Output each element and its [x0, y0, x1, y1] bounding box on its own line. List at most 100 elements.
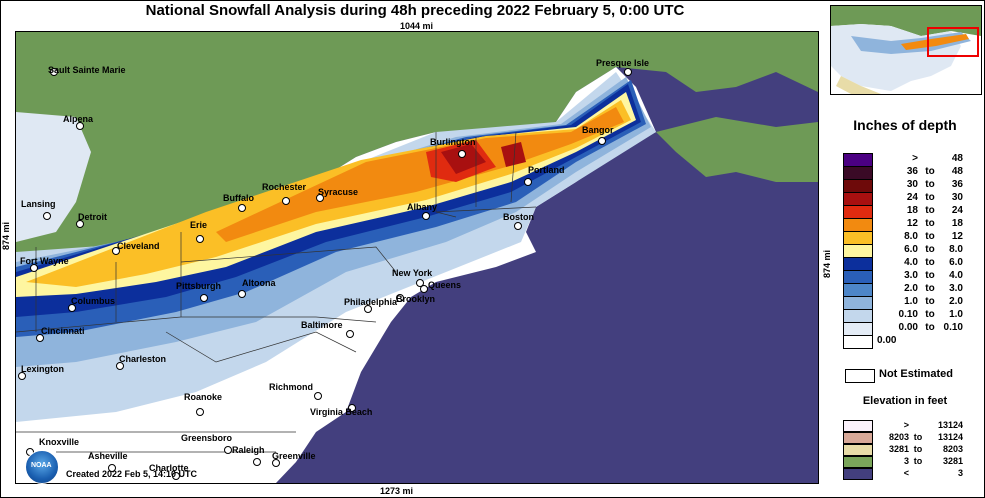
city-label: Baltimore — [301, 320, 343, 330]
city-dot — [50, 68, 58, 76]
city-label: Roanoke — [184, 392, 223, 402]
city-dot — [624, 68, 632, 76]
city-label: Pittsburgh — [176, 281, 221, 291]
legend-to-word: to — [925, 231, 935, 242]
city-label: Fort Wayne — [20, 256, 69, 266]
snow-12to18 — [216, 107, 624, 242]
legend-to: 8.0 — [949, 244, 963, 255]
city-dot — [196, 408, 204, 416]
city-dot — [224, 446, 232, 454]
city-dot — [112, 247, 120, 255]
elevation-to-word: to — [913, 432, 923, 442]
city-dot — [116, 362, 124, 370]
city-label: Knoxville — [39, 437, 80, 447]
city-label: Raleigh — [232, 445, 265, 455]
legend-to-word: to — [925, 309, 935, 320]
distance-left: 874 mi — [1, 221, 11, 250]
city-dot — [36, 334, 44, 342]
legend-swatch — [843, 179, 873, 193]
inset-snow-band — [901, 34, 969, 50]
legend-from: 1.0 — [904, 296, 918, 307]
city-dot — [68, 304, 76, 312]
inset-region-box — [927, 27, 979, 57]
legend-to: 18 — [951, 218, 963, 229]
city-dot — [196, 235, 204, 243]
elevation-to: 3 — [957, 468, 963, 478]
elevation-to: 13124 — [937, 432, 963, 442]
elevation-from: < — [903, 468, 909, 478]
legend-from: 0.10 — [898, 309, 918, 320]
legend-to-word: to — [925, 283, 935, 294]
legend-from: 8.0 — [904, 231, 918, 242]
elevation-to: 13124 — [937, 420, 963, 430]
legend-to-word: to — [925, 257, 935, 268]
state-borders — [16, 131, 537, 453]
city-label: Asheville — [88, 451, 128, 461]
city-label: Lexington — [21, 364, 64, 374]
city-label: Burlington — [430, 137, 476, 147]
legend-from: 18 — [906, 205, 918, 216]
legend-to: 1.0 — [949, 309, 963, 320]
lake-huron — [86, 112, 156, 197]
legend-from: 6.0 — [904, 244, 918, 255]
elevation-swatch — [843, 432, 873, 444]
city-label: Altoona — [242, 278, 276, 288]
city-dot — [314, 392, 322, 400]
city-dot — [238, 204, 246, 212]
elevation-swatch — [843, 468, 873, 480]
legend-from: 36 — [906, 166, 918, 177]
logo-text: NOAA — [31, 462, 52, 469]
distance-right: 874 mi — [822, 249, 832, 278]
legend-swatch — [843, 153, 873, 167]
legend-to-word: to — [925, 218, 935, 229]
legend-to-word: to — [925, 322, 935, 333]
elevation-to: 8203 — [942, 444, 963, 454]
city-label: Bangor — [582, 125, 614, 135]
legend-to-word: to — [925, 270, 935, 281]
not-estimated-swatch — [845, 369, 875, 383]
snow-24to30 — [441, 144, 486, 174]
city-label: Charlotte — [149, 463, 189, 473]
legend-swatch — [843, 218, 873, 232]
legend-to: 2.0 — [949, 296, 963, 307]
city-dot — [30, 264, 38, 272]
city-label: Alpena — [63, 114, 94, 124]
legend-swatch — [843, 192, 873, 206]
legend-from: > — [912, 153, 918, 164]
elevation-to-word: to — [913, 456, 923, 466]
city-dot — [420, 285, 428, 293]
city-label: Albany — [407, 202, 438, 212]
city-label: Buffalo — [223, 193, 254, 203]
snow-vt-red — [501, 142, 526, 167]
legend-swatch — [843, 244, 873, 258]
legend-swatch — [843, 335, 873, 349]
distance-top: 1044 mi — [400, 21, 434, 31]
city-label: New York — [392, 268, 433, 278]
legend-from: 0.00 — [898, 322, 918, 333]
legend-to: 12 — [951, 231, 963, 242]
city-dot — [18, 372, 26, 380]
city-dot — [238, 290, 246, 298]
city-dot — [43, 212, 51, 220]
city-dot — [76, 220, 84, 228]
city-dot — [348, 404, 356, 412]
overview-inset-map — [830, 5, 982, 95]
city-label: Syracuse — [318, 187, 359, 197]
elevation-swatch — [843, 456, 873, 468]
legend-swatch — [843, 283, 873, 297]
city-label: Erie — [190, 220, 208, 230]
city-dot — [108, 464, 116, 472]
legend-from: 24 — [906, 192, 918, 203]
not-estimated-label: Not Estimated — [879, 368, 953, 380]
legend-to: 30 — [951, 192, 963, 203]
legend-swatch — [843, 257, 873, 271]
created-timestamp: Created 2022 Feb 5, 14:10 UTC — [66, 469, 198, 479]
legend-to: 48 — [951, 153, 963, 164]
city-dot — [316, 194, 324, 202]
city-label: Sault Sainte Marie — [48, 65, 126, 75]
elevation-swatch — [843, 444, 873, 456]
legend-swatch — [843, 296, 873, 310]
city-dot — [524, 178, 532, 186]
city-label: Portland — [528, 165, 565, 175]
map-graphic — [16, 32, 818, 483]
